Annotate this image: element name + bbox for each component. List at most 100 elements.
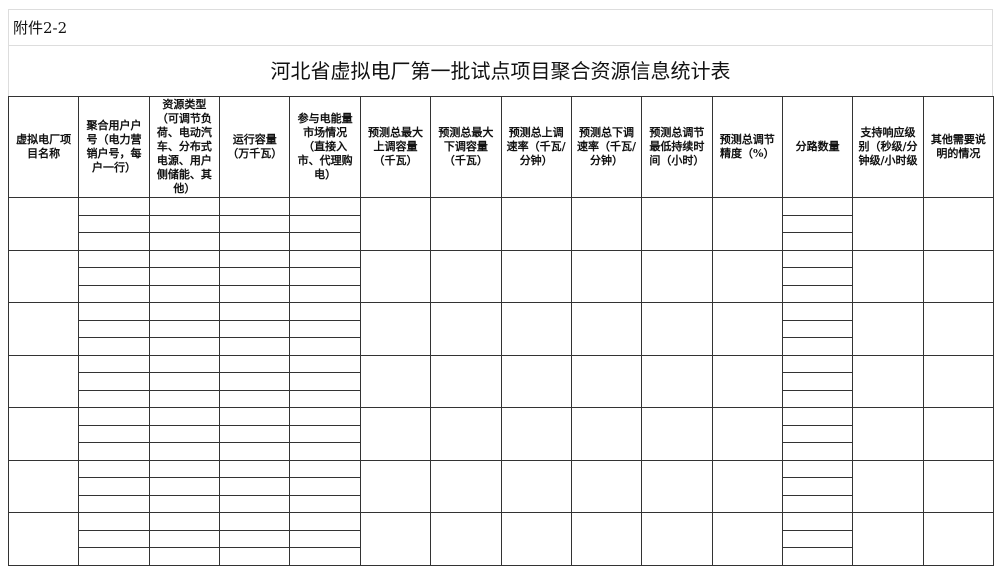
table-cell[interactable] bbox=[7, 512, 80, 566]
table-cell[interactable] bbox=[219, 302, 291, 321]
table-cell[interactable] bbox=[219, 284, 291, 303]
table-cell[interactable] bbox=[922, 407, 995, 461]
table-cell[interactable] bbox=[781, 477, 854, 496]
table-cell[interactable] bbox=[148, 284, 221, 303]
table-cell[interactable] bbox=[289, 197, 361, 216]
table-cell[interactable] bbox=[219, 442, 291, 461]
table-cell[interactable] bbox=[781, 529, 854, 548]
table-cell[interactable] bbox=[219, 547, 291, 566]
table-cell[interactable] bbox=[148, 214, 221, 233]
table-cell[interactable] bbox=[289, 319, 361, 338]
table-cell[interactable] bbox=[500, 407, 572, 461]
table-cell[interactable] bbox=[78, 547, 150, 566]
table-cell[interactable] bbox=[78, 337, 150, 356]
table-cell[interactable] bbox=[922, 512, 995, 566]
table-cell[interactable] bbox=[852, 459, 924, 513]
table-cell[interactable] bbox=[7, 354, 80, 408]
table-cell[interactable] bbox=[78, 529, 150, 548]
table-cell[interactable] bbox=[148, 407, 221, 426]
table-cell[interactable] bbox=[289, 547, 361, 566]
table-cell[interactable] bbox=[289, 512, 361, 531]
table-cell[interactable] bbox=[78, 302, 150, 321]
table-cell[interactable] bbox=[289, 424, 361, 443]
table-cell[interactable] bbox=[781, 512, 854, 531]
table-cell[interactable] bbox=[781, 337, 854, 356]
table-cell[interactable] bbox=[781, 459, 854, 478]
table-cell[interactable] bbox=[219, 214, 291, 233]
table-cell[interactable] bbox=[78, 354, 150, 373]
table-cell[interactable] bbox=[430, 197, 502, 251]
table-cell[interactable] bbox=[78, 267, 150, 286]
table-cell[interactable] bbox=[781, 232, 854, 251]
table-cell[interactable] bbox=[289, 232, 361, 251]
table-cell[interactable] bbox=[219, 407, 291, 426]
table-cell[interactable] bbox=[641, 302, 713, 356]
table-cell[interactable] bbox=[148, 459, 221, 478]
table-cell[interactable] bbox=[219, 319, 291, 338]
table-cell[interactable] bbox=[711, 197, 783, 251]
table-cell[interactable] bbox=[430, 459, 502, 513]
table-cell[interactable] bbox=[641, 354, 713, 408]
table-cell[interactable] bbox=[570, 197, 643, 251]
table-cell[interactable] bbox=[359, 302, 432, 356]
table-cell[interactable] bbox=[148, 424, 221, 443]
table-cell[interactable] bbox=[289, 477, 361, 496]
table-cell[interactable] bbox=[781, 302, 854, 321]
table-cell[interactable] bbox=[289, 337, 361, 356]
table-cell[interactable] bbox=[711, 407, 783, 461]
table-cell[interactable] bbox=[148, 249, 221, 268]
table-cell[interactable] bbox=[641, 459, 713, 513]
table-cell[interactable] bbox=[219, 337, 291, 356]
table-cell[interactable] bbox=[711, 354, 783, 408]
table-cell[interactable] bbox=[430, 249, 502, 303]
table-cell[interactable] bbox=[289, 354, 361, 373]
table-cell[interactable] bbox=[781, 424, 854, 443]
table-cell[interactable] bbox=[922, 302, 995, 356]
table-cell[interactable] bbox=[7, 407, 80, 461]
table-cell[interactable] bbox=[219, 459, 291, 478]
table-cell[interactable] bbox=[781, 547, 854, 566]
table-cell[interactable] bbox=[922, 197, 995, 251]
table-cell[interactable] bbox=[500, 512, 572, 566]
table-cell[interactable] bbox=[570, 249, 643, 303]
table-cell[interactable] bbox=[500, 197, 572, 251]
table-cell[interactable] bbox=[852, 302, 924, 356]
table-cell[interactable] bbox=[78, 197, 150, 216]
table-cell[interactable] bbox=[359, 459, 432, 513]
table-cell[interactable] bbox=[148, 232, 221, 251]
table-cell[interactable] bbox=[78, 232, 150, 251]
table-cell[interactable] bbox=[148, 477, 221, 496]
table-cell[interactable] bbox=[219, 529, 291, 548]
table-cell[interactable] bbox=[570, 407, 643, 461]
table-cell[interactable] bbox=[289, 284, 361, 303]
table-cell[interactable] bbox=[219, 249, 291, 268]
table-cell[interactable] bbox=[219, 389, 291, 408]
table-cell[interactable] bbox=[7, 197, 80, 251]
table-cell[interactable] bbox=[78, 494, 150, 513]
table-cell[interactable] bbox=[289, 442, 361, 461]
table-cell[interactable] bbox=[430, 407, 502, 461]
table-cell[interactable] bbox=[148, 529, 221, 548]
table-cell[interactable] bbox=[711, 459, 783, 513]
table-cell[interactable] bbox=[359, 512, 432, 566]
table-cell[interactable] bbox=[289, 459, 361, 478]
table-cell[interactable] bbox=[781, 389, 854, 408]
table-cell[interactable] bbox=[219, 494, 291, 513]
table-cell[interactable] bbox=[500, 249, 572, 303]
table-cell[interactable] bbox=[219, 354, 291, 373]
table-cell[interactable] bbox=[78, 477, 150, 496]
table-cell[interactable] bbox=[289, 389, 361, 408]
table-cell[interactable] bbox=[148, 512, 221, 531]
table-cell[interactable] bbox=[219, 372, 291, 391]
table-cell[interactable] bbox=[922, 249, 995, 303]
table-cell[interactable] bbox=[148, 547, 221, 566]
table-cell[interactable] bbox=[430, 512, 502, 566]
table-cell[interactable] bbox=[219, 477, 291, 496]
table-cell[interactable] bbox=[641, 407, 713, 461]
table-cell[interactable] bbox=[219, 267, 291, 286]
table-cell[interactable] bbox=[500, 459, 572, 513]
table-cell[interactable] bbox=[500, 302, 572, 356]
table-cell[interactable] bbox=[289, 529, 361, 548]
table-cell[interactable] bbox=[78, 424, 150, 443]
table-cell[interactable] bbox=[781, 407, 854, 426]
